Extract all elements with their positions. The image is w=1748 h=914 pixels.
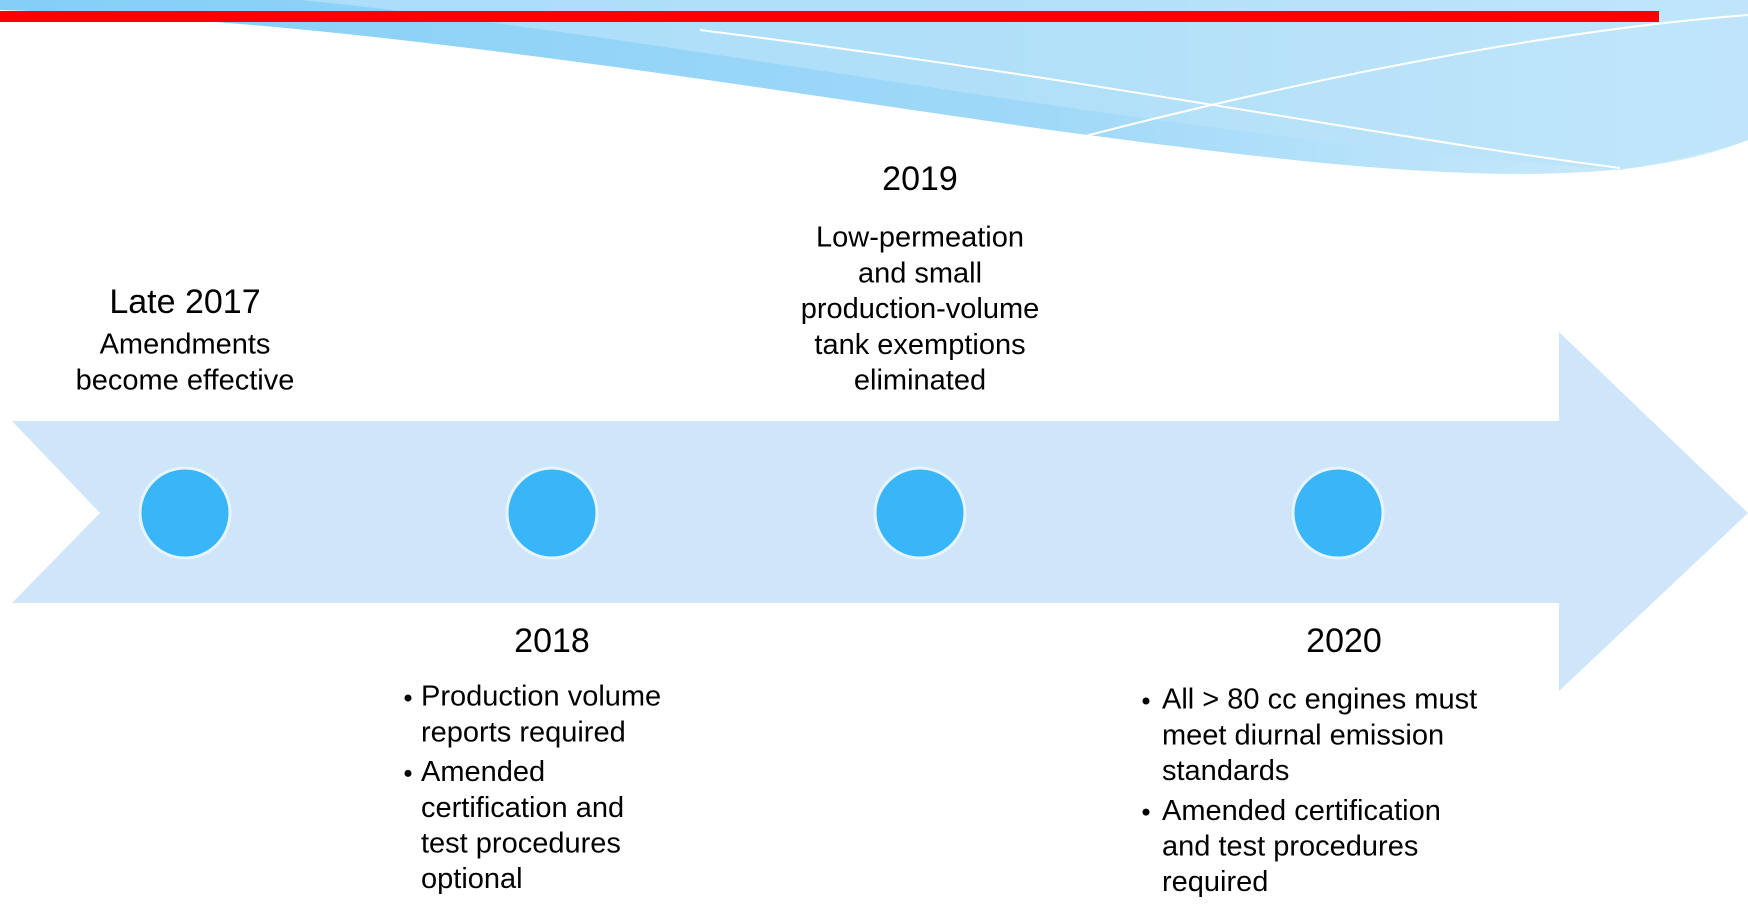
bullet-text: test procedures: [421, 827, 621, 859]
bullet-text: Production volume: [421, 681, 661, 713]
timeline-dot: [140, 468, 230, 558]
milestone-text: Low-permeation: [816, 222, 1024, 254]
bullet: [405, 695, 412, 702]
milestone-text: production-volume: [801, 293, 1040, 325]
timeline-dot: [507, 468, 597, 558]
bullet: [1143, 698, 1150, 705]
milestone-text: become effective: [76, 364, 295, 396]
milestone-text: tank exemptions: [814, 329, 1025, 361]
page: {"timeline": [ {"year": "Late 2017", "li…: [0, 0, 1748, 909]
milestone-text: and small: [858, 257, 982, 289]
wave-decoration: [0, 0, 1748, 174]
bullet-text: reports required: [421, 716, 626, 748]
timeline-dot: [875, 468, 965, 558]
milestone-year: 2018: [514, 622, 590, 660]
bullet-text: optional: [421, 863, 523, 895]
timeline-dot: [1293, 468, 1383, 558]
bullet: [1143, 809, 1150, 816]
milestone-text: Amendments: [100, 329, 271, 361]
bullet-text: standards: [1162, 755, 1289, 787]
bullet-text: All > 80 cc engines must: [1162, 684, 1477, 716]
milestone-text: eliminated: [854, 364, 986, 396]
bullet-text: Amended certification: [1162, 795, 1441, 827]
slide: Late 2017 Amendmentsbecome effective 2018 P…: [0, 0, 1748, 909]
milestone-year: 2019: [882, 160, 958, 198]
bullet-text: meet diurnal emission: [1162, 719, 1444, 751]
bullet-text: and test procedures: [1162, 830, 1418, 862]
bullet-text: Amended: [421, 756, 545, 788]
bullet-text: required: [1162, 866, 1268, 898]
bullet: [405, 770, 412, 777]
bullet-text: certification and: [421, 792, 624, 824]
red-bar: [0, 11, 1659, 22]
milestone-year: Late 2017: [109, 283, 260, 321]
milestone-year: 2020: [1306, 622, 1382, 660]
